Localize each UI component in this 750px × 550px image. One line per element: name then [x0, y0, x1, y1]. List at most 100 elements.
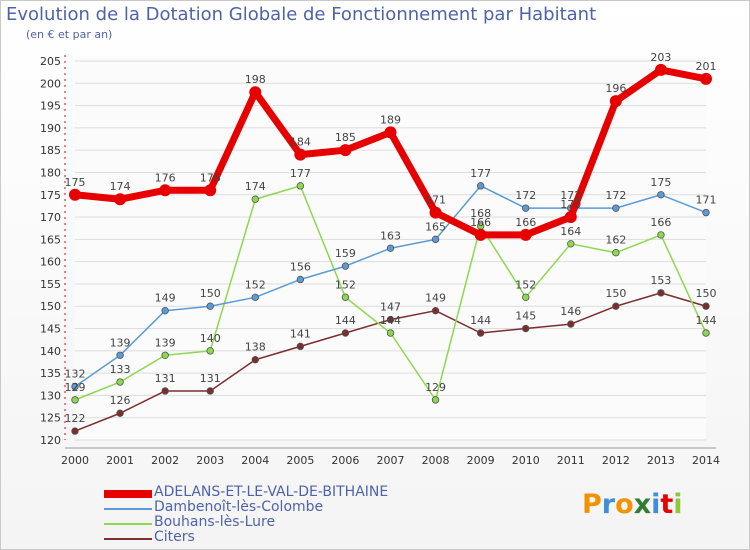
data-point	[654, 63, 667, 76]
data-label: 152	[335, 278, 356, 291]
data-point	[71, 427, 79, 435]
data-point	[474, 228, 487, 241]
data-label: 152	[245, 278, 266, 291]
data-point	[71, 382, 79, 391]
data-label: 166	[515, 216, 536, 229]
data-point	[296, 275, 305, 284]
data-point	[431, 235, 440, 244]
legend-swatch	[104, 489, 152, 498]
y-tick-label: 160	[40, 256, 61, 269]
data-point	[431, 306, 440, 315]
data-point	[69, 188, 81, 201]
data-point	[522, 324, 530, 333]
data-point	[294, 148, 307, 161]
data-label: 198	[245, 73, 266, 86]
data-point	[116, 351, 124, 359]
x-tick-label: 2001	[106, 454, 134, 467]
data-label: 141	[290, 327, 311, 340]
y-tick-label: 150	[40, 300, 61, 313]
data-label: 131	[200, 372, 221, 385]
data-point	[341, 293, 350, 302]
data-point	[564, 211, 577, 224]
data-point	[567, 240, 575, 248]
y-tick-label: 165	[40, 233, 61, 246]
y-tick-label: 155	[40, 278, 61, 291]
data-point	[612, 249, 620, 257]
data-label: 129	[425, 381, 446, 394]
data-label: 168	[470, 207, 491, 220]
data-point	[296, 342, 305, 351]
data-label: 166	[470, 216, 491, 229]
data-point	[657, 231, 665, 239]
x-tick-label: 2002	[151, 454, 179, 467]
data-label: 150	[605, 287, 626, 300]
data-point	[431, 396, 440, 404]
data-label: 131	[155, 372, 176, 385]
y-tick-label: 170	[40, 211, 61, 224]
legend-label: Dambenoît-lès-Colombe	[154, 499, 324, 515]
data-point	[341, 329, 350, 337]
data-point	[161, 351, 169, 359]
data-point	[71, 396, 79, 404]
legend-swatch	[104, 507, 152, 510]
data-point	[161, 387, 169, 395]
data-point	[251, 356, 259, 364]
data-point	[159, 184, 172, 197]
y-tick-label: 140	[40, 345, 61, 358]
x-tick-label: 2005	[286, 454, 314, 467]
legend-label: Citers	[154, 529, 195, 545]
x-tick-label: 2000	[61, 454, 89, 467]
data-label: 174	[245, 180, 266, 193]
data-label: 172	[605, 189, 626, 202]
data-label: 196	[605, 82, 626, 95]
data-label: 171	[425, 194, 446, 207]
logo-letter: i	[651, 489, 661, 520]
x-tick-label: 2007	[377, 454, 405, 467]
data-label: 189	[380, 113, 401, 126]
data-label: 126	[110, 394, 131, 407]
y-tick-label: 130	[40, 389, 61, 402]
data-label: 139	[110, 336, 131, 349]
x-tick-label: 2008	[422, 454, 450, 467]
data-label: 166	[650, 216, 671, 229]
data-point	[429, 206, 442, 219]
x-tick-label: 2014	[692, 454, 720, 467]
data-label: 201	[696, 60, 717, 73]
data-label: 177	[470, 167, 491, 180]
x-tick-label: 2013	[647, 454, 675, 467]
x-tick-label: 2004	[241, 454, 269, 467]
data-label: 176	[200, 171, 221, 184]
data-label: 150	[200, 287, 221, 300]
logo-letter: x	[633, 489, 652, 520]
data-point	[702, 208, 710, 217]
data-point	[700, 72, 712, 85]
y-tick-label: 185	[40, 144, 61, 157]
logo-letter: P	[582, 489, 602, 520]
y-tick-label: 200	[40, 77, 61, 90]
y-tick-label: 180	[40, 166, 61, 179]
data-label: 172	[515, 189, 536, 202]
data-point	[702, 329, 710, 337]
data-label: 159	[335, 247, 356, 260]
data-label: 149	[425, 292, 446, 305]
data-label: 162	[605, 234, 626, 247]
data-label: 185	[335, 131, 356, 144]
data-label: 140	[200, 332, 221, 345]
data-point	[206, 347, 214, 355]
data-label: 144	[380, 314, 401, 327]
chart-title: Evolution de la Dotation Globale de Fonc…	[6, 4, 597, 25]
data-point	[522, 293, 530, 302]
y-tick-label: 195	[40, 100, 61, 113]
data-label: 165	[425, 220, 446, 233]
data-label: 164	[560, 225, 581, 238]
data-label: 163	[380, 229, 401, 242]
y-tick-label: 135	[40, 367, 61, 380]
x-tick-label: 2011	[557, 454, 585, 467]
data-point	[251, 293, 259, 302]
data-point	[519, 228, 532, 241]
data-point	[567, 320, 575, 328]
y-tick-label: 145	[40, 323, 61, 336]
legend-swatch	[104, 522, 152, 525]
data-point	[204, 184, 217, 197]
